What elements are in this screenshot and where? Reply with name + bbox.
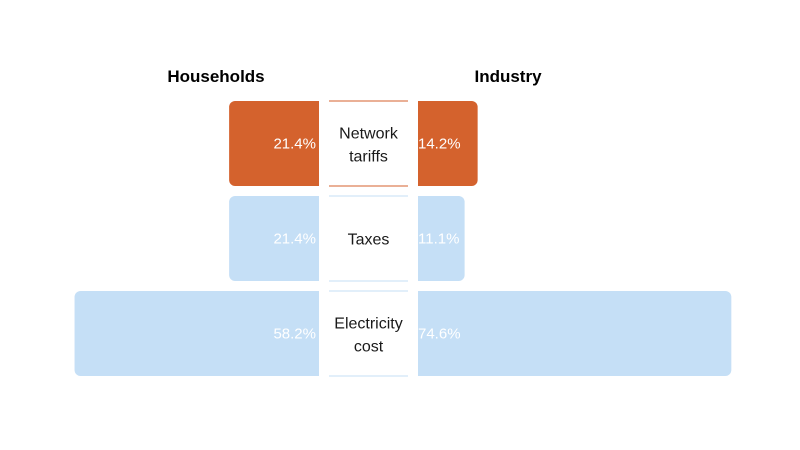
households-bar-1 — [229, 101, 327, 186]
category-box-3 — [319, 291, 418, 376]
category-box-2 — [319, 196, 418, 281]
industry-header: Industry — [474, 67, 542, 86]
industry-bar-3 — [410, 291, 732, 376]
industry-value-label-3: 74.6% — [418, 326, 461, 343]
industry-bar-2 — [410, 196, 465, 281]
category-label-1: Network tariffs — [339, 126, 399, 166]
households-bar-2 — [229, 196, 327, 281]
industry-value-label-1: 14.2% — [418, 136, 461, 153]
category-label-2: Taxes — [348, 232, 390, 249]
households-value-label-3: 58.2% — [273, 326, 316, 343]
households-header: Households — [167, 67, 264, 86]
industry-bar-1 — [410, 101, 478, 186]
households-bar-3 — [74, 291, 327, 376]
industry-value-label-2: 11.1% — [418, 231, 459, 248]
households-value-label-1: 21.4% — [273, 136, 316, 153]
households-value-label-2: 21.4% — [273, 231, 316, 248]
category-box-1 — [319, 101, 418, 186]
bars-group: 21.4% 14.2% Network tariffs 21.4% 11.1% Taxes 5… — [74, 100, 732, 377]
category-label-3: Electricity cost — [334, 316, 402, 356]
